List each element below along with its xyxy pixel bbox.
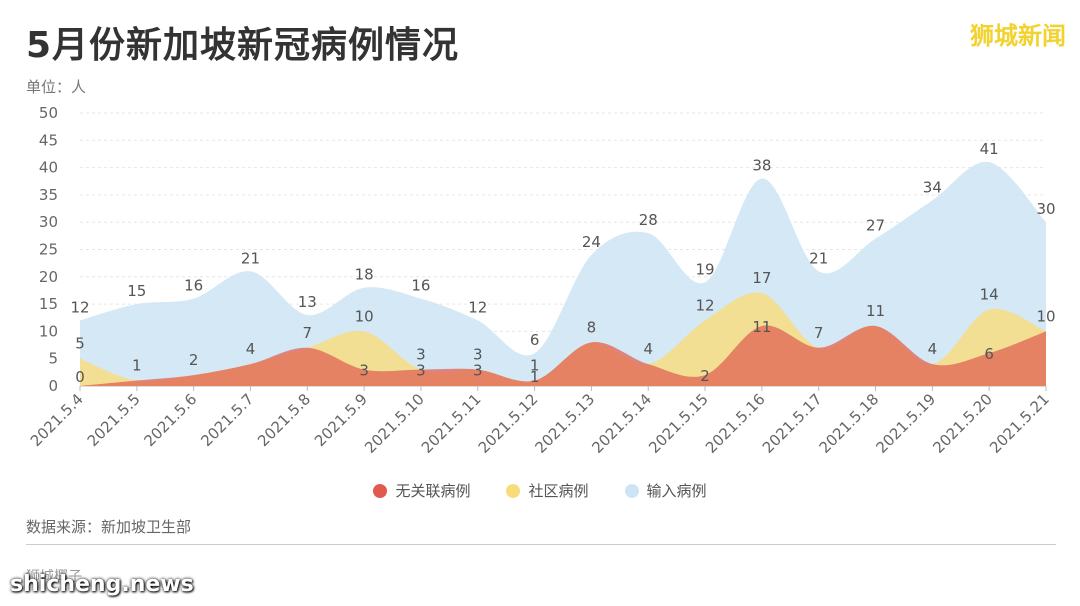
y-tick-label: 25: [39, 241, 58, 259]
data-label: 16: [184, 277, 203, 295]
x-tick-label: 2021.5.14: [588, 390, 655, 457]
unit-label: 单位：人: [26, 78, 87, 96]
data-label: 1: [530, 357, 540, 375]
data-label: 7: [303, 324, 313, 342]
x-tick-label: 2021.5.12: [475, 390, 542, 457]
data-label: 30: [1036, 200, 1055, 218]
data-label: 21: [241, 249, 260, 267]
data-label: 1: [132, 357, 142, 375]
x-tick-label: 2021.5.10: [361, 390, 428, 457]
data-label: 11: [752, 318, 771, 336]
y-tick-label: 10: [39, 322, 58, 340]
y-axis-ticks: 0 5 10 15 20 25 30 35 40 45 50: [39, 104, 58, 395]
chart-title: 5月份新加坡新冠病例情况: [26, 25, 460, 66]
legend-label: 输入病例: [646, 482, 707, 500]
legend-dot-red-icon: [373, 483, 388, 498]
data-label: 15: [127, 282, 146, 300]
y-tick-label: 15: [39, 295, 58, 313]
data-label: 0: [75, 368, 85, 386]
data-label: 6: [984, 345, 994, 363]
x-tick-label: 2021.5.15: [645, 390, 712, 457]
x-tick-label: 2021.5.9: [311, 390, 371, 450]
y-tick-label: 30: [39, 213, 58, 231]
area-series-2: [80, 325, 1046, 386]
watermark: shicheng.news: [10, 572, 194, 597]
legend-dot-yellow-icon: [506, 483, 521, 498]
data-label: 2: [189, 351, 199, 369]
x-tick-label: 2021.5.18: [816, 390, 883, 457]
legend-item-unlinked[interactable]: 无关联病例: [373, 480, 470, 501]
data-label: 10: [355, 307, 374, 325]
data-label: 4: [928, 340, 938, 358]
data-label: 11: [866, 302, 885, 320]
y-tick-label: 5: [48, 350, 58, 368]
x-tick-label: 2021.5.4: [27, 390, 87, 450]
data-label: 18: [355, 266, 374, 284]
data-label: 3: [473, 346, 483, 364]
x-tick-label: 2021.5.11: [418, 390, 485, 457]
y-tick-label: 20: [39, 268, 58, 286]
divider: [26, 544, 1056, 545]
data-label: 3: [416, 346, 426, 364]
data-label: 3: [473, 362, 483, 380]
x-tick-label: 2021.5.16: [702, 390, 769, 457]
y-tick-label: 45: [39, 131, 58, 149]
y-tick-label: 40: [39, 159, 58, 177]
data-label: 10: [1036, 307, 1055, 325]
x-tick-label: 2021.5.13: [532, 390, 599, 457]
y-tick-label: 35: [39, 186, 58, 204]
x-tick-label: 2021.5.7: [197, 390, 257, 450]
x-tick-label: 2021.5.17: [759, 390, 826, 457]
author: 狮城椰子: [26, 569, 82, 585]
legend-label: 无关联病例: [395, 482, 471, 500]
data-label: 8: [587, 318, 597, 336]
data-label: 6: [530, 331, 540, 349]
data-label: 24: [582, 233, 601, 251]
legend-item-community[interactable]: 社区病例: [506, 480, 589, 501]
brand-logo: 狮城新闻: [970, 22, 1066, 50]
data-label: 27: [866, 217, 885, 235]
data-label: 38: [752, 157, 771, 175]
chart-legend: 无关联病例 社区病例 输入病例: [0, 480, 1080, 501]
data-label: 28: [639, 211, 658, 229]
legend-item-imported[interactable]: 输入病例: [624, 480, 707, 501]
data-label: 21: [809, 249, 828, 267]
x-tick-label: 2021.5.8: [254, 390, 314, 450]
x-tick-label: 2021.5.19: [872, 390, 939, 457]
data-source: 数据来源：新加坡卫生部: [26, 518, 192, 536]
data-label: 3: [416, 362, 426, 380]
data-label: 12: [70, 298, 89, 316]
data-label: 13: [298, 293, 317, 311]
data-label: 17: [752, 269, 771, 287]
data-label: 7: [814, 324, 824, 342]
data-label: 19: [696, 260, 715, 278]
x-tick-label: 2021.5.21: [986, 390, 1053, 457]
x-tick-label: 2021.5.5: [84, 390, 144, 450]
data-label: 4: [643, 340, 653, 358]
legend-dot-blue-icon: [624, 483, 639, 498]
data-label: 16: [411, 277, 430, 295]
data-label: 4: [246, 340, 256, 358]
x-tick-label: 2021.5.6: [141, 390, 201, 450]
chart-areas: [80, 161, 1046, 386]
y-tick-label: 50: [39, 104, 58, 122]
x-tick-label: 2021.5.20: [929, 390, 996, 457]
data-label: 12: [468, 298, 487, 316]
area-series-0: [80, 161, 1046, 386]
data-label: 34: [923, 178, 942, 196]
y-tick-label: 0: [48, 377, 58, 395]
data-label: 2: [700, 367, 710, 385]
x-axis-ticks: 2021.5.42021.5.52021.5.62021.5.72021.5.8…: [27, 386, 1053, 457]
data-label: 14: [980, 286, 999, 304]
data-label: 3: [359, 362, 369, 380]
data-label: 5: [75, 335, 85, 353]
data-label: 12: [696, 296, 715, 314]
data-label: 41: [980, 140, 999, 158]
data-label: 1: [530, 368, 540, 386]
legend-label: 社区病例: [528, 482, 589, 500]
